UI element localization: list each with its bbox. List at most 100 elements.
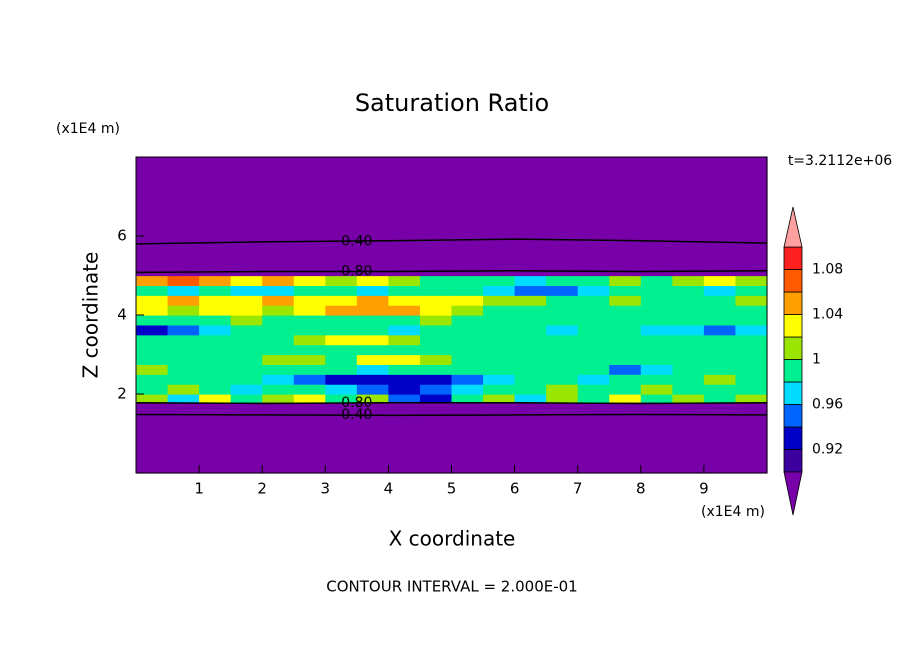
field-cell — [230, 324, 263, 336]
field-cell — [262, 285, 295, 296]
field-cell — [419, 295, 453, 306]
field-cell — [325, 305, 358, 316]
field-cell — [325, 374, 358, 385]
field-cell — [451, 374, 484, 385]
field-cell — [577, 334, 610, 346]
field-cell — [199, 374, 232, 385]
field-cell — [262, 157, 295, 277]
field-cell — [451, 157, 484, 277]
field-cell — [514, 374, 547, 385]
field-cell — [640, 394, 673, 403]
field-cell — [136, 394, 169, 403]
field-cell — [199, 275, 232, 286]
field-cell — [577, 344, 610, 356]
field-cell — [419, 157, 453, 277]
field-cell — [293, 295, 326, 306]
field-cell — [703, 344, 737, 356]
field-cell — [388, 394, 421, 403]
field-cell — [483, 315, 516, 326]
field-cell — [325, 324, 358, 336]
field-cell — [514, 384, 547, 395]
field-cell — [672, 334, 705, 346]
field-cell — [577, 157, 610, 277]
field-cell — [388, 295, 421, 306]
colorbar-label: 1.04 — [812, 307, 843, 323]
field-cell — [703, 305, 737, 316]
colorbar-box — [783, 336, 803, 360]
field-cell — [514, 315, 547, 326]
field-cell — [640, 344, 673, 356]
field-cell — [672, 275, 705, 286]
colorbar-box — [783, 359, 803, 383]
field-cell — [546, 295, 579, 306]
field-cell — [262, 354, 295, 365]
field-cell — [388, 401, 421, 474]
field-cell — [293, 324, 326, 336]
x-tick-label: 7 — [573, 480, 583, 498]
field-cell — [293, 285, 326, 296]
field-cell — [735, 364, 768, 375]
field-cell — [167, 275, 200, 286]
field-cell — [577, 285, 610, 296]
field-cell — [640, 354, 673, 365]
field-cell — [514, 295, 547, 306]
field-cell — [167, 295, 200, 306]
field-cell — [167, 334, 200, 346]
field-cell — [640, 295, 673, 306]
field-cell — [293, 374, 326, 385]
field-cell — [136, 275, 169, 286]
field-cell — [325, 394, 358, 403]
field-cell — [735, 295, 768, 306]
field-cell — [325, 334, 358, 346]
field-cell — [167, 315, 200, 326]
field-cell — [199, 157, 232, 277]
field-cell — [388, 334, 421, 346]
field-cell — [419, 384, 453, 395]
field-cell — [577, 401, 610, 474]
field-cell — [293, 401, 326, 474]
field-cell — [735, 344, 768, 356]
field-cell — [609, 384, 642, 395]
field-cell — [735, 324, 768, 336]
field-cell — [388, 384, 421, 395]
contour-line — [135, 238, 768, 245]
field-cell — [262, 344, 295, 356]
field-cell — [577, 275, 610, 286]
colorbar-over — [783, 206, 803, 248]
contour-label: 0.80 — [341, 395, 372, 411]
x-tick-label: 1 — [194, 480, 204, 498]
contour-label: 0.40 — [341, 407, 372, 423]
field-cell — [546, 334, 579, 346]
field-cell — [672, 401, 705, 474]
field-cell — [262, 401, 295, 474]
field-cell — [672, 344, 705, 356]
field-cell — [388, 374, 421, 385]
field-cell — [703, 364, 737, 375]
colorbar-box — [783, 246, 803, 270]
field-cell — [703, 324, 737, 336]
field-cell — [483, 295, 516, 306]
field-cell — [262, 295, 295, 306]
field-cell — [262, 275, 295, 286]
field-cell — [735, 334, 768, 346]
field-cell — [483, 285, 516, 296]
field-cell — [388, 285, 421, 296]
y-axis-label: Z coordinate — [79, 252, 103, 379]
field-cell — [609, 354, 642, 365]
field-cell — [167, 401, 200, 474]
field-cell — [230, 364, 263, 375]
x-unit: (x1E4 m) — [701, 504, 765, 520]
field-cell — [293, 384, 326, 395]
field-cell — [483, 157, 516, 277]
field-cell — [230, 305, 263, 316]
colorbar-box — [783, 449, 803, 473]
field-cell — [388, 157, 421, 277]
field-cell — [483, 354, 516, 365]
field-cell — [672, 354, 705, 365]
chart-title: Saturation Ratio — [355, 89, 549, 117]
field-cell — [672, 285, 705, 296]
field-cell — [546, 324, 579, 336]
colorbar-under — [783, 471, 803, 516]
colorbar-box — [783, 314, 803, 338]
x-tick-label: 5 — [447, 480, 457, 498]
